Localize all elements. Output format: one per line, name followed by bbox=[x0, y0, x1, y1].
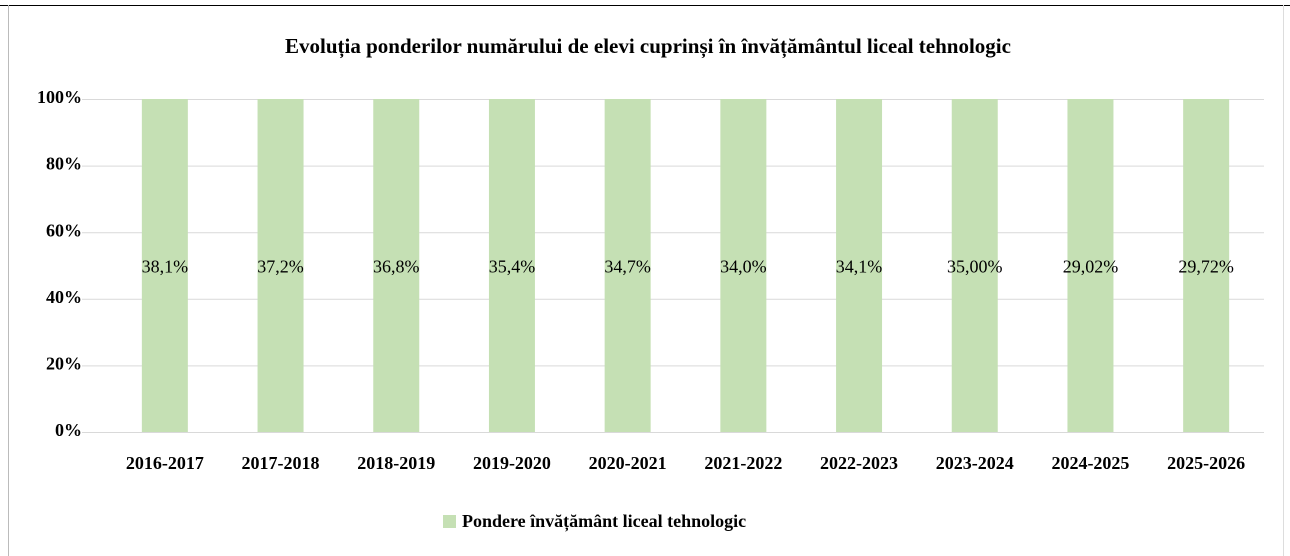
y-tick-label: 100% bbox=[37, 87, 82, 107]
data-label: 35,00% bbox=[947, 257, 1003, 277]
x-tick-label: 2022-2023 bbox=[820, 453, 898, 473]
data-label: 36,8% bbox=[373, 257, 420, 277]
bar bbox=[257, 99, 304, 432]
x-tick-label: 2020-2021 bbox=[589, 453, 667, 473]
data-label: 38,1% bbox=[142, 257, 189, 277]
x-tick-label: 2021-2022 bbox=[704, 453, 782, 473]
bar bbox=[373, 99, 420, 432]
bar bbox=[141, 99, 188, 432]
legend-label: Pondere învățământ liceal tehnologic bbox=[462, 511, 746, 532]
data-label: 29,02% bbox=[1063, 257, 1119, 277]
data-label: 34,7% bbox=[604, 257, 651, 277]
bar bbox=[836, 99, 883, 432]
x-tick-label: 2025-2026 bbox=[1167, 453, 1245, 473]
bar bbox=[604, 99, 651, 432]
bar bbox=[1183, 99, 1230, 432]
y-tick-label: 80% bbox=[46, 154, 82, 174]
y-tick-label: 40% bbox=[46, 287, 82, 307]
bar bbox=[951, 99, 998, 432]
bar bbox=[1067, 99, 1114, 432]
y-tick-label: 0% bbox=[55, 420, 82, 440]
x-tick-label: 2019-2020 bbox=[473, 453, 551, 473]
y-tick-label: 60% bbox=[46, 220, 82, 240]
data-label: 34,1% bbox=[836, 257, 883, 277]
y-tick-label: 20% bbox=[46, 354, 82, 374]
bar bbox=[720, 99, 767, 432]
x-tick-label: 2016-2017 bbox=[126, 453, 204, 473]
bar bbox=[488, 99, 535, 432]
data-label: 35,4% bbox=[489, 257, 536, 277]
data-label: 29,72% bbox=[1178, 257, 1234, 277]
data-label: 37,2% bbox=[257, 257, 304, 277]
x-tick-label: 2023-2024 bbox=[936, 453, 1014, 473]
x-tick-label: 2018-2019 bbox=[357, 453, 435, 473]
data-label: 34,0% bbox=[720, 257, 767, 277]
chart-title: Evoluția ponderilor numărului de elevi c… bbox=[285, 34, 1011, 59]
x-tick-label: 2024-2025 bbox=[1051, 453, 1129, 473]
legend-swatch bbox=[443, 515, 456, 528]
x-tick-label: 2017-2018 bbox=[242, 453, 320, 473]
